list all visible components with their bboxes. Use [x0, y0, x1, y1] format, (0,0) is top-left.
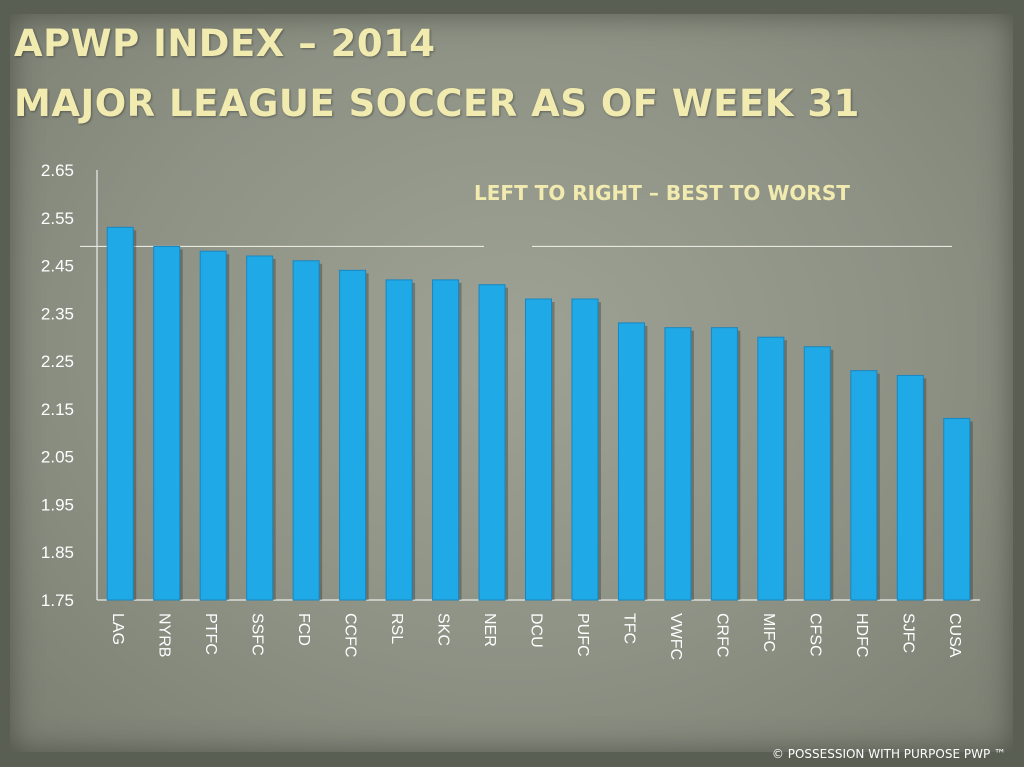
- x-category-label: NYRB: [156, 613, 173, 657]
- bar: [943, 417, 971, 601]
- bar: [339, 269, 367, 601]
- chart-annotation: LEFT TO RIGHT – BEST TO WORST: [474, 181, 850, 205]
- x-category-label: DCU: [528, 613, 545, 648]
- x-category-label: CRFC: [713, 613, 730, 657]
- x-category-label: CUSA: [946, 613, 963, 658]
- bar: [710, 327, 738, 601]
- bar: [850, 370, 878, 601]
- y-tick-label: 1.75: [41, 591, 74, 610]
- slide-title-line-2: MAJOR LEAGUE SOCCER AS OF WEEK 31: [14, 82, 860, 125]
- x-category-label: TFC: [620, 613, 637, 644]
- y-tick-label: 2.45: [41, 257, 74, 276]
- x-category-label: SJFC: [899, 613, 916, 653]
- bar: [617, 322, 645, 601]
- bar: [106, 226, 134, 601]
- copyright-footer: © POSSESSION WITH PURPOSE PWP ™: [771, 747, 1006, 761]
- bar: [292, 260, 320, 601]
- x-category-label: PUFC: [574, 613, 591, 657]
- x-category-label: CFSC: [806, 613, 823, 657]
- bar: [803, 346, 831, 601]
- x-category-label: FCD: [295, 613, 312, 646]
- bar: [757, 336, 785, 601]
- bar: [571, 298, 599, 601]
- x-category-label: MIFC: [760, 613, 777, 652]
- bar: [478, 284, 506, 601]
- bar: [385, 279, 413, 601]
- slide-title-line-1: APWP INDEX – 2014: [14, 22, 436, 65]
- x-category-label: VWFC: [667, 613, 684, 660]
- y-tick-label: 2.65: [41, 161, 74, 180]
- x-category-label: SSFC: [249, 613, 266, 656]
- x-category-label: CCFC: [342, 613, 359, 657]
- bar: [664, 327, 692, 601]
- x-category-label: HDFC: [853, 613, 870, 657]
- bar: [153, 245, 181, 601]
- bar: [525, 298, 552, 601]
- x-category-label: SKC: [435, 613, 452, 646]
- y-tick-label: 2.25: [41, 352, 74, 371]
- bar: [896, 374, 924, 601]
- y-tick-label: 2.15: [41, 400, 74, 419]
- y-tick-label: 2.35: [41, 304, 74, 323]
- y-tick-label: 1.95: [41, 495, 74, 514]
- bar: [199, 250, 227, 601]
- x-category-label: PTFC: [202, 613, 219, 655]
- bar: [246, 255, 274, 601]
- y-tick-label: 1.85: [41, 543, 74, 562]
- bar: [432, 279, 460, 601]
- x-category-label: LAG: [109, 613, 126, 645]
- y-tick-label: 2.55: [41, 209, 74, 228]
- x-category-label: RSL: [388, 613, 405, 644]
- x-category-label: NER: [481, 613, 498, 647]
- y-tick-label: 2.05: [41, 448, 74, 467]
